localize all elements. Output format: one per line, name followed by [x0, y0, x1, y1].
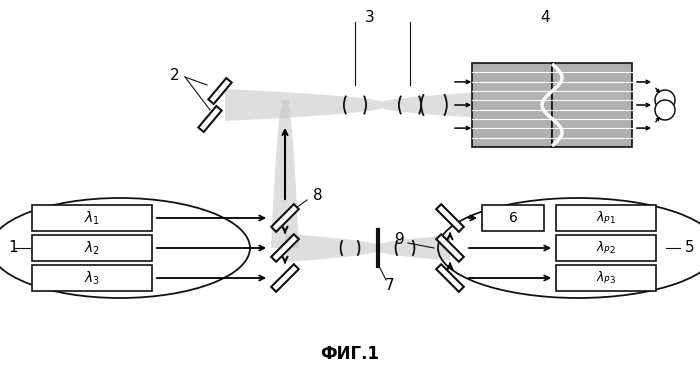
- Text: 4: 4: [540, 10, 550, 26]
- Bar: [32, 235, 152, 261]
- Bar: [472, 63, 552, 147]
- Text: $\lambda_3$: $\lambda_3$: [84, 269, 100, 287]
- Bar: [556, 265, 656, 291]
- Polygon shape: [436, 204, 464, 232]
- Text: $\lambda_2$: $\lambda_2$: [84, 239, 100, 257]
- Polygon shape: [285, 234, 450, 262]
- Bar: [556, 205, 656, 231]
- Bar: [32, 205, 152, 231]
- Polygon shape: [436, 234, 464, 262]
- Polygon shape: [225, 89, 472, 121]
- Polygon shape: [271, 204, 299, 232]
- Polygon shape: [436, 264, 464, 292]
- Text: 2: 2: [170, 67, 180, 83]
- Polygon shape: [271, 234, 299, 262]
- Text: 7: 7: [385, 279, 395, 294]
- Bar: [32, 265, 152, 291]
- Bar: [552, 63, 632, 147]
- Polygon shape: [271, 264, 299, 292]
- Text: 9: 9: [395, 232, 405, 247]
- Text: 6: 6: [509, 211, 517, 225]
- Text: 3: 3: [365, 10, 375, 26]
- Text: ФИГ.1: ФИГ.1: [321, 345, 379, 363]
- Circle shape: [655, 90, 675, 110]
- Text: $\lambda_1$: $\lambda_1$: [84, 209, 100, 227]
- Circle shape: [655, 100, 675, 120]
- Polygon shape: [271, 100, 299, 248]
- Text: $\lambda_{P1}$: $\lambda_{P1}$: [596, 210, 616, 226]
- Text: $\lambda_{P3}$: $\lambda_{P3}$: [596, 270, 616, 286]
- Text: 8: 8: [313, 189, 323, 203]
- Polygon shape: [198, 106, 222, 132]
- Text: $\lambda_{P2}$: $\lambda_{P2}$: [596, 240, 616, 256]
- Polygon shape: [209, 78, 232, 104]
- Text: 5: 5: [685, 241, 695, 256]
- Bar: [556, 235, 656, 261]
- Text: 1: 1: [8, 241, 18, 256]
- Bar: [482, 205, 544, 231]
